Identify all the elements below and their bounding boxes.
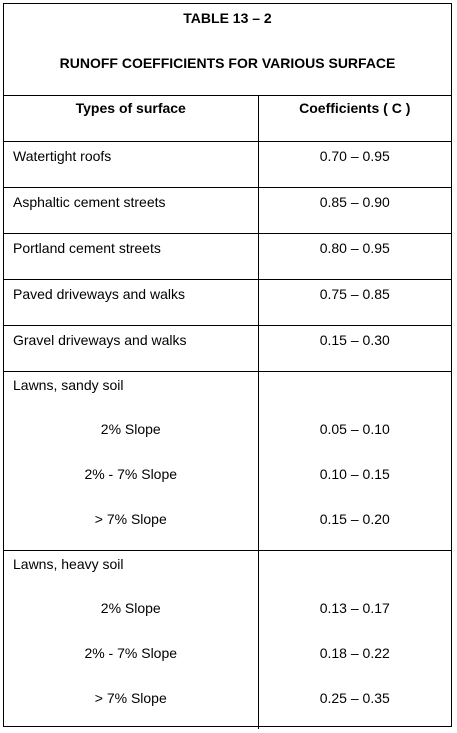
surface-type-cell: Asphaltic cement streets xyxy=(4,187,259,234)
slope-cell: > 7% Slope xyxy=(4,685,259,729)
surface-type-cell: Portland cement streets xyxy=(4,233,259,280)
header-row: Types of surface Coefficients ( C ) xyxy=(4,95,451,142)
table-title: RUNOFF COEFFICIENTS FOR VARIOUS SURFACE xyxy=(59,55,396,71)
slope-cell: 2% - 7% Slope xyxy=(4,640,259,685)
coefficient-cell: 0.80 – 0.95 xyxy=(258,233,451,280)
runoff-table-frame: TABLE 13 – 2 RUNOFF COEFFICIENTS FOR VAR… xyxy=(3,3,452,729)
table-row: > 7% Slope 0.25 – 0.35 xyxy=(4,685,451,729)
header-surface-type: Types of surface xyxy=(4,95,259,142)
group-header-row: Lawns, heavy soil xyxy=(4,550,451,595)
group-label-heavy-soil: Lawns, heavy soil xyxy=(4,550,259,595)
table-row: Gravel driveways and walks 0.15 – 0.30 xyxy=(4,325,451,372)
runoff-coefficients-table: Types of surface Coefficients ( C ) Wate… xyxy=(4,95,451,729)
group-header-row: Lawns, sandy soil xyxy=(4,371,451,416)
group-coefficient-empty xyxy=(258,371,451,416)
slope-cell: 2% Slope xyxy=(4,416,259,461)
coefficient-cell: 0.25 – 0.35 xyxy=(319,690,390,706)
table-row: > 7% Slope 0.15 – 0.20 xyxy=(4,506,451,551)
coefficient-cell: 0.18 – 0.22 xyxy=(319,645,390,661)
slope-cell: 2% - 7% Slope xyxy=(4,461,259,506)
table-row: 2% - 7% Slope 0.18 – 0.22 xyxy=(4,640,451,685)
slope-cell: 2% Slope xyxy=(4,595,259,640)
table-row: 2% Slope 0.05 – 0.10 xyxy=(4,416,451,461)
group-label-sandy-soil: Lawns, sandy soil xyxy=(4,371,259,416)
table-row: Watertight roofs 0.70 – 0.95 xyxy=(4,141,451,188)
table-row: Asphaltic cement streets 0.85 – 0.90 xyxy=(4,187,451,234)
coefficient-cell: 0.75 – 0.85 xyxy=(258,279,451,326)
table-row: 2% Slope 0.13 – 0.17 xyxy=(4,595,451,640)
coefficient-cell: 0.15 – 0.30 xyxy=(258,325,451,372)
table-row: Paved driveways and walks 0.75 – 0.85 xyxy=(4,279,451,326)
coefficient-cell: 0.13 – 0.17 xyxy=(319,600,390,616)
coefficient-cell: 0.10 – 0.15 xyxy=(319,466,390,482)
group-coefficient-empty xyxy=(258,550,451,595)
surface-type-cell: Watertight roofs xyxy=(4,141,259,188)
coefficient-cell: 0.70 – 0.95 xyxy=(258,141,451,188)
table-row: Portland cement streets 0.80 – 0.95 xyxy=(4,233,451,280)
coefficient-cell: 0.85 – 0.90 xyxy=(258,187,451,234)
table-number: TABLE 13 – 2 xyxy=(183,10,272,26)
table-title-block: TABLE 13 – 2 RUNOFF COEFFICIENTS FOR VAR… xyxy=(4,4,451,96)
slope-cell: > 7% Slope xyxy=(4,506,259,551)
table-row: 2% - 7% Slope 0.10 – 0.15 xyxy=(4,461,451,506)
surface-type-cell: Gravel driveways and walks xyxy=(4,325,259,372)
surface-type-cell: Paved driveways and walks xyxy=(4,279,259,326)
coefficient-cell: 0.05 – 0.10 xyxy=(319,421,390,437)
header-coefficient: Coefficients ( C ) xyxy=(258,95,451,142)
coefficient-cell: 0.15 – 0.20 xyxy=(258,506,451,551)
